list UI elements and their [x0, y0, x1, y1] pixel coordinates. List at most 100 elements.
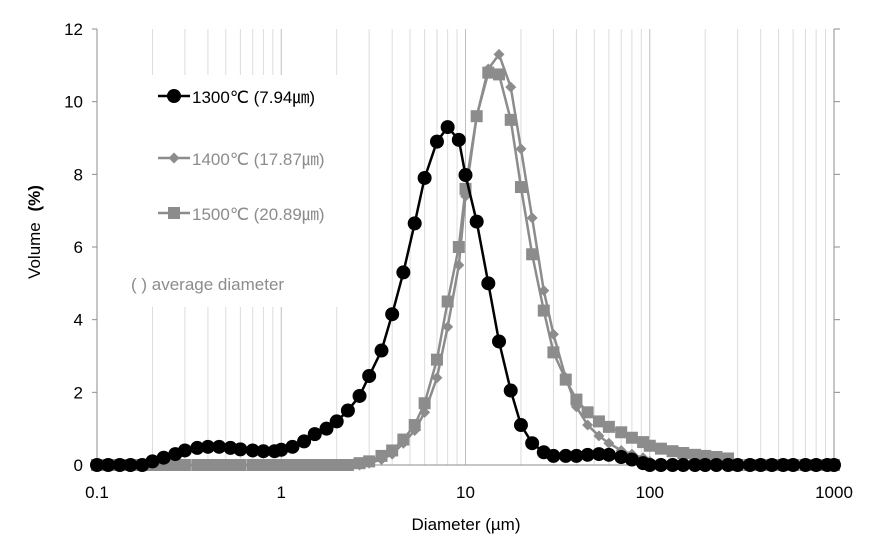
data-point-circle: [580, 447, 595, 462]
data-point-square: [441, 295, 454, 308]
data-point-circle: [233, 442, 248, 457]
data-point-circle: [653, 458, 668, 472]
data-point-circle: [440, 120, 455, 135]
data-point-circle: [624, 452, 639, 467]
y-tick-label: 2: [74, 383, 83, 402]
data-point-square: [482, 66, 495, 79]
data-point-square: [320, 459, 333, 471]
x-tick-label: 100: [636, 483, 664, 502]
data-point-circle: [558, 448, 573, 463]
data-point-circle: [798, 458, 813, 472]
data-point-circle: [513, 418, 528, 433]
data-point-circle: [212, 439, 227, 454]
data-point-square: [602, 420, 615, 433]
data-point-square: [418, 397, 431, 410]
y-tick-label: 10: [64, 93, 83, 112]
data-point-square: [452, 241, 465, 253]
data-point-circle: [340, 403, 355, 418]
data-point-square: [581, 406, 594, 419]
data-point-square: [625, 431, 638, 444]
legend-item: 1400℃ (17.87㎛): [158, 150, 325, 170]
y-tick-label: 8: [74, 165, 83, 184]
data-point-square: [330, 459, 343, 471]
data-point-square: [570, 393, 583, 406]
data-point-square: [386, 444, 399, 457]
data-point-circle: [665, 458, 680, 472]
data-point-diamond: [526, 212, 538, 224]
data-point-square: [470, 110, 483, 123]
legend-note: ( ) average diameter: [131, 275, 284, 294]
data-point-circle: [642, 458, 657, 472]
y-axis-title-main: Volume: [25, 222, 44, 279]
data-point-diamond: [593, 430, 605, 442]
svg-text:Volume (%): Volume (%): [25, 185, 44, 279]
y-tick-label: 0: [74, 456, 83, 475]
data-point-diamond: [505, 81, 517, 93]
x-tick-label: 1: [277, 483, 286, 502]
data-point-circle: [809, 458, 824, 472]
data-point-circle: [256, 444, 271, 459]
data-point-square: [430, 353, 443, 366]
legend-item: 1300℃ (7.94㎛): [158, 88, 315, 108]
data-point-circle: [112, 458, 127, 472]
data-point-square: [168, 207, 180, 219]
data-point-circle: [145, 454, 160, 469]
data-point-square: [169, 459, 182, 471]
data-point-diamond: [442, 321, 454, 333]
y-tick-label: 6: [74, 238, 83, 257]
data-point-square: [298, 459, 311, 471]
legend: 1300℃ (7.94㎛) 1400℃ (17.87㎛) 1500℃ (20.89㎛…: [158, 88, 325, 225]
data-point-circle: [709, 458, 724, 472]
data-point-square: [643, 439, 656, 452]
data-point-circle: [101, 458, 116, 472]
data-point-circle: [319, 421, 334, 436]
data-point-circle: [698, 458, 713, 472]
data-point-circle: [546, 448, 561, 463]
data-point-circle: [285, 439, 300, 454]
data-point-square: [666, 445, 679, 458]
data-point-circle: [469, 214, 484, 229]
data-point-square: [191, 459, 204, 471]
data-point-circle: [90, 458, 104, 472]
data-point-square: [234, 459, 247, 471]
y-tick-label: 12: [64, 20, 83, 39]
legend-label: 1400℃ (17.87㎛): [192, 150, 325, 170]
data-point-square: [677, 447, 690, 460]
data-point-circle: [676, 458, 691, 472]
data-point-square: [537, 304, 550, 317]
data-point-circle: [417, 170, 432, 185]
data-point-circle: [177, 443, 192, 458]
data-point-square: [547, 346, 560, 359]
data-point-square: [308, 459, 321, 471]
legend-label: 1300℃ (7.94㎛): [192, 88, 315, 108]
data-point-circle: [374, 343, 389, 358]
data-point-circle: [503, 383, 518, 398]
data-point-circle: [730, 458, 745, 472]
data-point-square: [504, 113, 517, 126]
data-point-square: [286, 459, 299, 471]
data-point-circle: [786, 458, 801, 472]
data-point-circle: [721, 458, 736, 472]
data-point-circle: [352, 388, 367, 403]
data-point-square: [224, 459, 237, 471]
x-axis-title: Diameter (µm): [412, 515, 521, 534]
data-point-circle: [156, 450, 171, 465]
data-point-square: [363, 455, 376, 468]
data-point-circle: [753, 458, 768, 472]
x-tick-label: 10: [456, 483, 475, 502]
y-tick-label: 4: [74, 311, 83, 330]
data-point-diamond: [603, 437, 615, 449]
data-point-circle: [451, 132, 466, 147]
data-point-square: [341, 459, 354, 471]
data-point-square: [615, 426, 628, 439]
data-point-circle: [429, 134, 444, 149]
data-point-circle: [764, 458, 779, 472]
data-point-circle: [274, 442, 289, 457]
y-axis-title: Volume (%): [25, 185, 44, 279]
data-point-square: [688, 448, 701, 461]
data-point-square: [493, 68, 506, 81]
data-point-square: [178, 459, 191, 471]
data-point-circle: [458, 168, 473, 183]
data-point-diamond: [493, 48, 505, 60]
data-point-circle: [200, 439, 215, 454]
